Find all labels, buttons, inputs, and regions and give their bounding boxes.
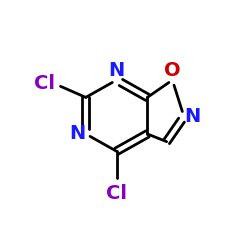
Text: N: N xyxy=(70,124,86,144)
Text: N: N xyxy=(108,61,125,80)
Text: N: N xyxy=(184,107,200,126)
Text: Cl: Cl xyxy=(34,74,55,94)
Text: O: O xyxy=(164,61,181,80)
Text: Cl: Cl xyxy=(106,184,127,203)
